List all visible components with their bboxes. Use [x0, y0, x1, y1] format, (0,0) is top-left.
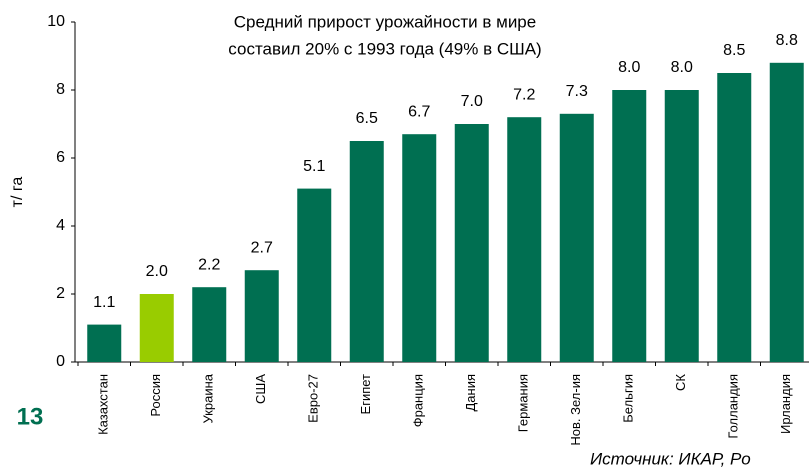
value-label: 1.1: [93, 294, 115, 311]
bar: [664, 90, 699, 362]
value-label: 2.0: [146, 263, 168, 280]
bar: [402, 134, 437, 362]
value-label: 2.2: [198, 256, 220, 273]
y-tick-label: 4: [56, 217, 65, 234]
x-tick-label: Россия: [148, 374, 163, 417]
annotation: составил 20% с 1993 года (49% в США): [228, 39, 541, 58]
x-tick-label: Франция: [411, 374, 426, 427]
y-tick-label: 8: [56, 81, 65, 98]
bar: [349, 141, 384, 362]
bar: [612, 90, 647, 362]
x-tick-label: Нов. Зел-ия: [568, 374, 583, 446]
bar: [87, 324, 122, 362]
value-label: 6.7: [408, 103, 430, 120]
page-number: 13: [17, 403, 44, 430]
y-tick-label: 10: [47, 13, 65, 30]
bar: [297, 188, 332, 362]
bar: [244, 270, 279, 362]
value-label: 2.7: [251, 239, 273, 256]
y-tick-label: 2: [56, 285, 65, 302]
bar: [192, 287, 227, 362]
x-tick-label: Евро-27: [306, 374, 321, 423]
y-tick-label: 0: [56, 353, 65, 370]
bar: [559, 113, 594, 362]
bar: [139, 294, 174, 362]
bar: [717, 73, 752, 362]
source: Источник: ИКАР, Ро: [590, 449, 751, 468]
x-tick-label: Украина: [201, 373, 216, 423]
value-label: 7.0: [461, 93, 483, 110]
x-tick-label: США: [253, 374, 268, 404]
bar: [454, 124, 489, 362]
x-tick-label: Бельгия: [621, 374, 636, 423]
bar: [507, 117, 542, 362]
value-label: 7.2: [513, 86, 535, 103]
value-label: 8.8: [776, 32, 798, 49]
x-tick-label: Ирландия: [778, 374, 793, 434]
x-tick-label: Голландия: [726, 374, 741, 439]
x-tick-label: Дания: [463, 374, 478, 412]
y-tick-label: 6: [56, 149, 65, 166]
value-label: 6.5: [356, 110, 378, 127]
value-label: 7.3: [566, 83, 588, 100]
bar: [769, 62, 804, 363]
value-label: 8.5: [723, 42, 745, 59]
x-tick-label: Казахстан: [96, 374, 111, 435]
value-label: 8.0: [671, 59, 693, 76]
x-tick-label: Египет: [358, 374, 373, 415]
x-tick-label: СК: [673, 374, 688, 391]
x-tick-label: Германия: [516, 374, 531, 432]
value-label: 8.0: [618, 59, 640, 76]
y-axis-label: т/ га: [9, 177, 26, 208]
annotation: Средний прирост урожайности в мире: [234, 12, 536, 31]
value-label: 5.1: [303, 158, 325, 175]
